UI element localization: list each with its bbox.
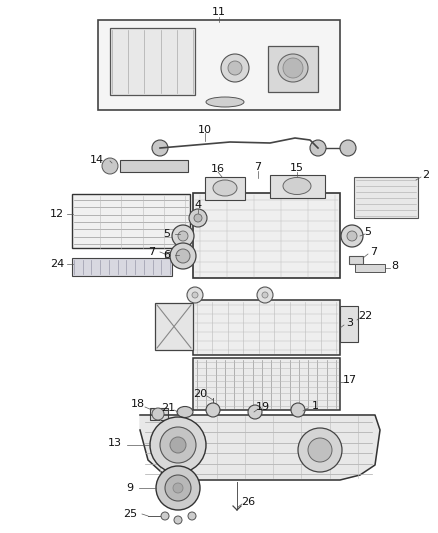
- Text: 11: 11: [212, 7, 226, 17]
- Bar: [205, 177, 245, 200]
- Text: 2: 2: [422, 170, 430, 180]
- Bar: [110, 28, 195, 95]
- Text: 9: 9: [127, 483, 134, 493]
- Circle shape: [248, 405, 262, 419]
- Bar: [193, 358, 340, 410]
- Circle shape: [152, 408, 164, 420]
- Text: 13: 13: [108, 438, 122, 448]
- Text: 26: 26: [241, 497, 255, 507]
- Bar: [193, 300, 340, 355]
- Circle shape: [187, 287, 203, 303]
- Circle shape: [340, 140, 356, 156]
- Circle shape: [152, 140, 168, 156]
- Text: 5: 5: [163, 229, 170, 239]
- Text: 25: 25: [123, 509, 137, 519]
- Text: 5: 5: [364, 227, 371, 237]
- Circle shape: [161, 512, 169, 520]
- Bar: [270, 175, 325, 198]
- Circle shape: [291, 403, 305, 417]
- Circle shape: [228, 61, 242, 75]
- Bar: [340, 306, 358, 342]
- Circle shape: [194, 214, 202, 222]
- Text: 15: 15: [290, 163, 304, 173]
- Text: 17: 17: [343, 375, 357, 385]
- Text: 22: 22: [358, 311, 372, 321]
- Circle shape: [160, 427, 196, 463]
- Text: 8: 8: [392, 261, 399, 271]
- Bar: [354, 177, 418, 218]
- Bar: [268, 46, 318, 92]
- Circle shape: [150, 417, 206, 473]
- Ellipse shape: [213, 180, 237, 196]
- Text: 12: 12: [50, 209, 64, 219]
- Text: 7: 7: [254, 162, 261, 172]
- Circle shape: [170, 243, 196, 269]
- Circle shape: [341, 225, 363, 247]
- Circle shape: [178, 231, 188, 241]
- Ellipse shape: [177, 407, 193, 417]
- Circle shape: [170, 437, 186, 453]
- Circle shape: [165, 475, 191, 501]
- Bar: [72, 258, 172, 276]
- Text: 4: 4: [194, 200, 201, 210]
- Circle shape: [189, 209, 207, 227]
- Circle shape: [221, 54, 249, 82]
- Text: 6: 6: [163, 250, 170, 260]
- Circle shape: [262, 292, 268, 298]
- Text: 1: 1: [311, 401, 318, 411]
- Ellipse shape: [278, 54, 308, 82]
- Text: 24: 24: [50, 259, 64, 269]
- Text: 14: 14: [90, 155, 104, 165]
- Circle shape: [176, 249, 190, 263]
- Circle shape: [206, 403, 220, 417]
- Text: 7: 7: [371, 247, 378, 257]
- Text: 18: 18: [131, 399, 145, 409]
- Circle shape: [173, 483, 183, 493]
- Text: 3: 3: [346, 318, 353, 328]
- Bar: [355, 264, 385, 272]
- Bar: [72, 194, 190, 248]
- Text: 21: 21: [161, 403, 175, 413]
- Text: 19: 19: [256, 402, 270, 412]
- Bar: [165, 252, 179, 260]
- Ellipse shape: [283, 177, 311, 195]
- Bar: [98, 20, 340, 110]
- Text: 7: 7: [148, 247, 155, 257]
- Circle shape: [298, 428, 342, 472]
- Bar: [120, 160, 188, 172]
- Bar: [193, 193, 340, 278]
- Polygon shape: [140, 415, 380, 480]
- Bar: [150, 408, 168, 420]
- Text: 20: 20: [193, 389, 207, 399]
- Circle shape: [172, 225, 194, 247]
- Circle shape: [188, 512, 196, 520]
- Circle shape: [192, 292, 198, 298]
- Circle shape: [283, 58, 303, 78]
- Circle shape: [310, 140, 326, 156]
- Circle shape: [347, 231, 357, 241]
- Bar: [349, 256, 363, 264]
- Circle shape: [174, 516, 182, 524]
- Ellipse shape: [206, 97, 244, 107]
- Circle shape: [257, 287, 273, 303]
- Text: 10: 10: [198, 125, 212, 135]
- Circle shape: [308, 438, 332, 462]
- Text: 16: 16: [211, 164, 225, 174]
- Bar: [155, 303, 193, 350]
- Circle shape: [102, 158, 118, 174]
- Circle shape: [156, 466, 200, 510]
